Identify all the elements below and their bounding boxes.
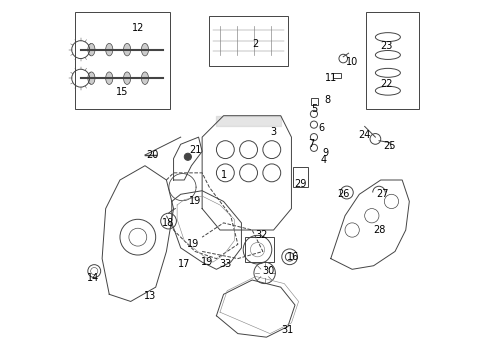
Text: 27: 27 bbox=[376, 189, 389, 199]
Text: 19: 19 bbox=[189, 197, 201, 206]
Bar bbox=[366, 12, 419, 109]
Bar bbox=[209, 16, 288, 66]
Text: 17: 17 bbox=[178, 259, 191, 269]
Text: 4: 4 bbox=[320, 156, 327, 165]
Text: 16: 16 bbox=[287, 252, 299, 262]
Bar bbox=[293, 167, 308, 187]
Ellipse shape bbox=[106, 43, 113, 56]
Bar bbox=[333, 73, 342, 78]
Ellipse shape bbox=[142, 43, 148, 56]
Text: 19: 19 bbox=[201, 257, 214, 267]
Text: 5: 5 bbox=[312, 104, 318, 113]
Ellipse shape bbox=[123, 43, 131, 56]
Bar bbox=[245, 237, 273, 262]
Text: 3: 3 bbox=[270, 127, 277, 137]
Text: 32: 32 bbox=[255, 230, 267, 240]
Text: 31: 31 bbox=[282, 325, 294, 335]
Text: 9: 9 bbox=[322, 148, 328, 158]
Ellipse shape bbox=[123, 72, 131, 85]
Text: 33: 33 bbox=[219, 259, 231, 269]
Text: 10: 10 bbox=[346, 57, 358, 67]
Text: 13: 13 bbox=[144, 291, 156, 301]
Text: 1: 1 bbox=[220, 170, 227, 180]
Text: 25: 25 bbox=[384, 141, 396, 151]
Circle shape bbox=[184, 153, 192, 160]
Ellipse shape bbox=[106, 72, 113, 85]
Text: 28: 28 bbox=[373, 225, 385, 235]
Ellipse shape bbox=[88, 72, 95, 85]
Text: 20: 20 bbox=[146, 150, 158, 160]
Text: 29: 29 bbox=[294, 179, 307, 189]
Bar bbox=[75, 12, 170, 109]
Ellipse shape bbox=[142, 72, 148, 85]
Text: 19: 19 bbox=[187, 239, 199, 249]
Ellipse shape bbox=[88, 43, 95, 56]
Text: 22: 22 bbox=[380, 78, 392, 89]
Text: 2: 2 bbox=[252, 39, 259, 49]
Text: 15: 15 bbox=[116, 87, 128, 98]
Text: 7: 7 bbox=[308, 139, 314, 149]
Text: 6: 6 bbox=[318, 123, 325, 133]
Text: 8: 8 bbox=[324, 95, 330, 105]
Text: 11: 11 bbox=[324, 73, 337, 83]
Text: 23: 23 bbox=[380, 41, 392, 51]
Bar bbox=[311, 98, 318, 105]
Text: 14: 14 bbox=[87, 273, 99, 283]
Text: 18: 18 bbox=[162, 218, 174, 228]
Text: 12: 12 bbox=[132, 23, 144, 33]
Text: 24: 24 bbox=[359, 130, 371, 140]
Text: 30: 30 bbox=[262, 266, 274, 276]
Text: 21: 21 bbox=[189, 145, 201, 155]
Text: 26: 26 bbox=[337, 189, 349, 199]
